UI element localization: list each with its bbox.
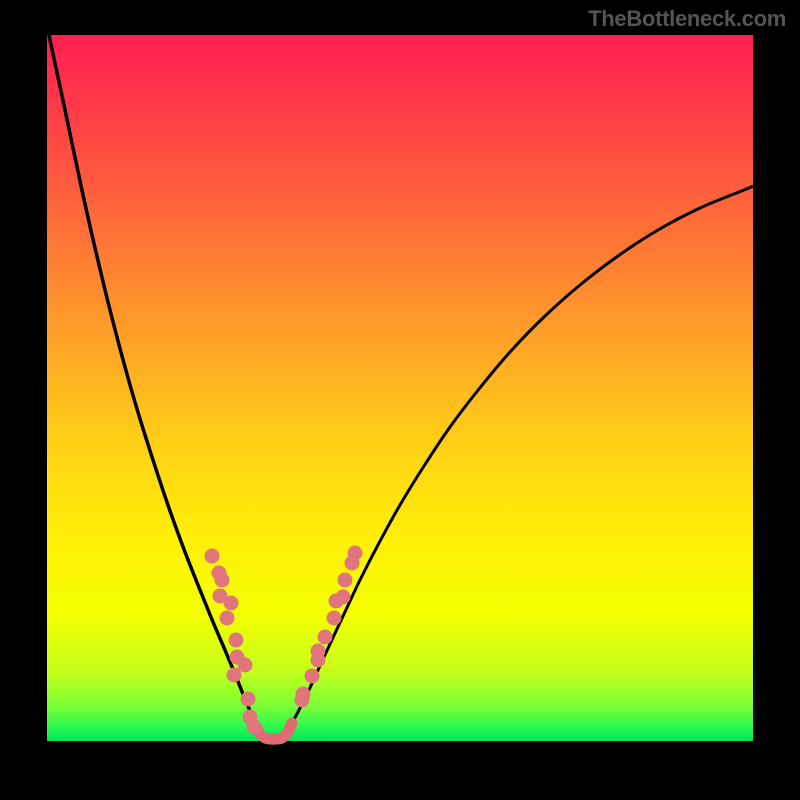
chart-svg: [0, 0, 800, 800]
data-dot: [213, 589, 228, 604]
plot-background: [47, 35, 753, 741]
attribution-label: TheBottleneck.com: [588, 6, 786, 32]
data-dot: [205, 549, 220, 564]
data-dot: [296, 687, 311, 702]
data-dot: [311, 644, 326, 659]
data-dot: [215, 573, 230, 588]
data-dot: [238, 658, 253, 673]
data-dot: [241, 692, 256, 707]
data-dot: [229, 633, 244, 648]
data-dot: [327, 611, 342, 626]
data-dot: [348, 546, 363, 561]
data-dot: [318, 630, 333, 645]
data-dot: [220, 611, 235, 626]
data-dot: [336, 590, 351, 605]
chart-container: TheBottleneck.com: [0, 0, 800, 800]
data-dot: [305, 669, 320, 684]
data-dot: [338, 573, 353, 588]
data-dot: [247, 720, 262, 735]
